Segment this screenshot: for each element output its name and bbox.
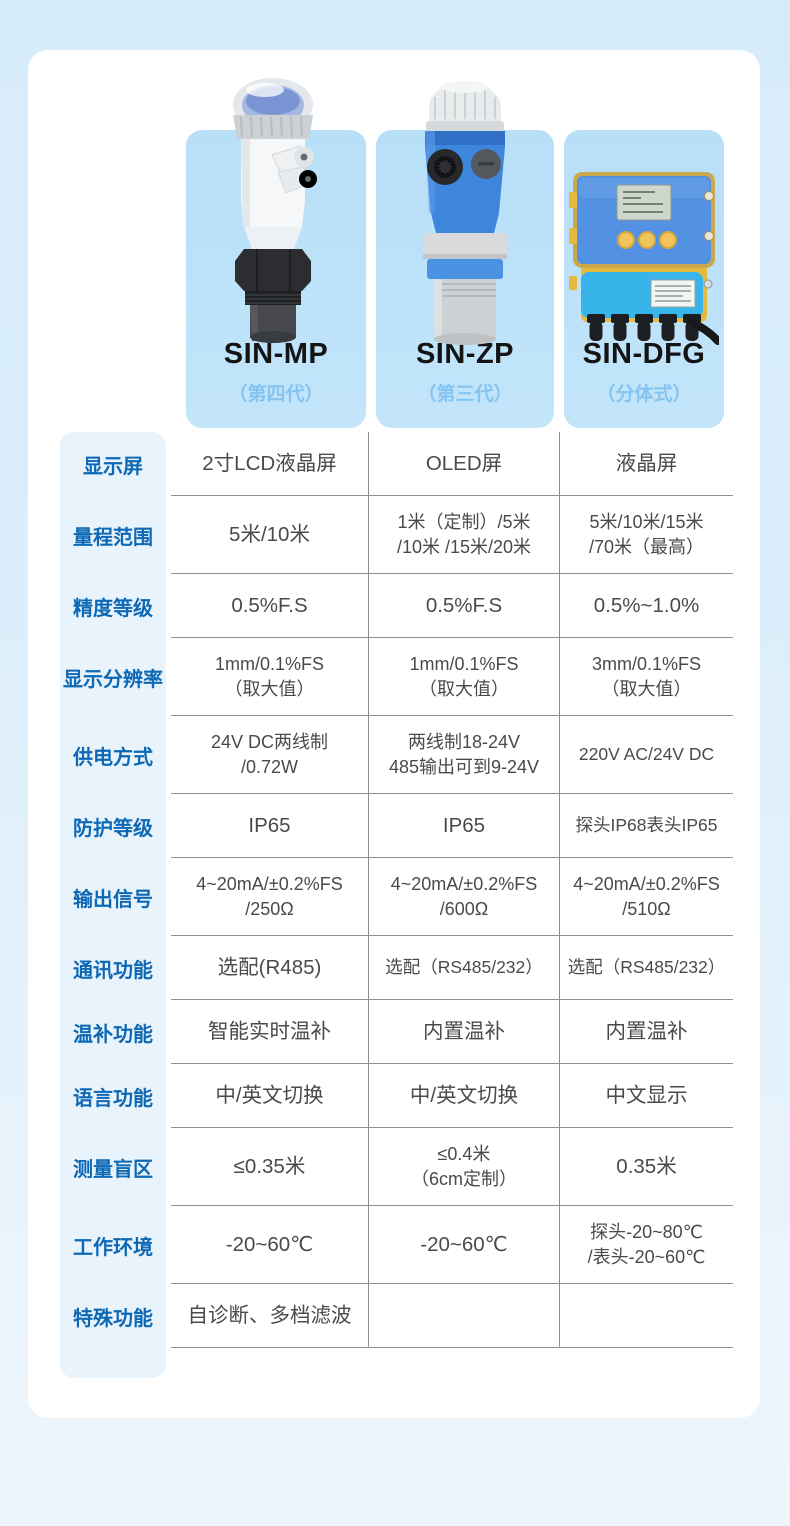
- spec-cell: OLED屏: [369, 432, 560, 496]
- spec-cell: -20~60℃: [171, 1206, 369, 1284]
- sin-mp-product-image: [233, 78, 317, 343]
- sin-zp-product-image: [423, 81, 507, 345]
- spec-cell: 中/英文切换: [369, 1064, 560, 1128]
- spec-cell: 220V AC/24V DC: [560, 716, 733, 794]
- spec-cell: 两线制18-24V 485输出可到9-24V: [369, 716, 560, 794]
- spec-cell: IP65: [171, 794, 369, 858]
- product-name: SIN-MP: [223, 338, 329, 371]
- spec-table: 显示屏 2寸LCD液晶屏 OLED屏 液晶屏量程范围 5米/10米 1米（定制）/5米 /…: [60, 432, 733, 1378]
- spec-cell: 4~20mA/±0.2%FS /600Ω: [369, 858, 560, 936]
- row-label: 量程范围: [73, 526, 153, 549]
- row-label: 测量盲区: [73, 1158, 153, 1181]
- product-name: SIN-DFG: [582, 338, 706, 371]
- spec-cell: 内置温补: [560, 1000, 733, 1064]
- product-generation: （第三代）: [417, 384, 513, 405]
- spec-cell: 中文显示: [560, 1064, 733, 1128]
- product-generation: （第四代）: [228, 384, 324, 405]
- spec-cell: 液晶屏: [560, 432, 733, 496]
- spec-cell: 自诊断、多档滤波: [171, 1284, 369, 1348]
- spec-grid: 显示屏 2寸LCD液晶屏 OLED屏 液晶屏量程范围 5米/10米 1米（定制）/5米 /…: [60, 432, 733, 1348]
- spec-cell: 2寸LCD液晶屏: [171, 432, 369, 496]
- spec-cell: 1mm/0.1%FS （取大值）: [369, 638, 560, 716]
- row-label: 工作环境: [73, 1236, 153, 1259]
- spec-cell: 4~20mA/±0.2%FS /510Ω: [560, 858, 733, 936]
- spec-cell: 0.35米: [560, 1128, 733, 1206]
- spec-cell: [369, 1284, 560, 1348]
- row-label: 输出信号: [73, 888, 153, 911]
- spec-cell: 0.5%~1.0%: [560, 574, 733, 638]
- spec-cell: 5米/10米: [171, 496, 369, 574]
- spec-cell: ≤0.4米 （6cm定制）: [369, 1128, 560, 1206]
- row-label: 防护等级: [73, 817, 153, 840]
- page-background: SIN-MP （第四代） SIN-ZP （第三代） SIN-DFG （分体式）: [0, 50, 790, 1418]
- spec-cell: 24V DC两线制 /0.72W: [171, 716, 369, 794]
- row-label: 显示屏: [83, 455, 143, 478]
- product-header: SIN-MP （第四代） SIN-ZP （第三代） SIN-DFG （分体式）: [28, 50, 760, 432]
- spec-cell: 0.5%F.S: [171, 574, 369, 638]
- row-label: 特殊功能: [73, 1307, 153, 1330]
- spec-cell: -20~60℃: [369, 1206, 560, 1284]
- spec-cell: 4~20mA/±0.2%FS /250Ω: [171, 858, 369, 936]
- spec-cell: 探头-20~80℃ /表头-20~60℃: [560, 1206, 733, 1284]
- row-label: 温补功能: [73, 1023, 153, 1046]
- comparison-panel: SIN-MP （第四代） SIN-ZP （第三代） SIN-DFG （分体式）: [28, 50, 760, 1418]
- row-label: 供电方式: [73, 746, 153, 769]
- product-generation: （分体式）: [596, 384, 692, 405]
- spec-cell: 选配(R485): [171, 936, 369, 1000]
- spec-cell: 0.5%F.S: [369, 574, 560, 638]
- row-label: 通讯功能: [73, 959, 153, 982]
- spec-cell: 智能实时温补: [171, 1000, 369, 1064]
- spec-cell: 1mm/0.1%FS （取大值）: [171, 638, 369, 716]
- spec-cell: 中/英文切换: [171, 1064, 369, 1128]
- sin-dfg-product-image: [569, 172, 719, 345]
- spec-cell: 1米（定制）/5米 /10米 /15米/20米: [369, 496, 560, 574]
- spec-cell: [560, 1284, 733, 1348]
- spec-cell: ≤0.35米: [171, 1128, 369, 1206]
- row-label: 语言功能: [73, 1087, 153, 1110]
- spec-cell: 探头IP68表头IP65: [560, 794, 733, 858]
- row-label: 显示分辨率: [63, 668, 163, 691]
- spec-cell: 选配（RS485/232）: [369, 936, 560, 1000]
- spec-cell: IP65: [369, 794, 560, 858]
- spec-cell: 3mm/0.1%FS （取大值）: [560, 638, 733, 716]
- spec-cell: 内置温补: [369, 1000, 560, 1064]
- row-label-column-background: [60, 432, 166, 1378]
- row-label: 精度等级: [73, 597, 153, 620]
- spec-cell: 5米/10米/15米 /70米（最高）: [560, 496, 733, 574]
- spec-cell: 选配（RS485/232）: [560, 936, 733, 1000]
